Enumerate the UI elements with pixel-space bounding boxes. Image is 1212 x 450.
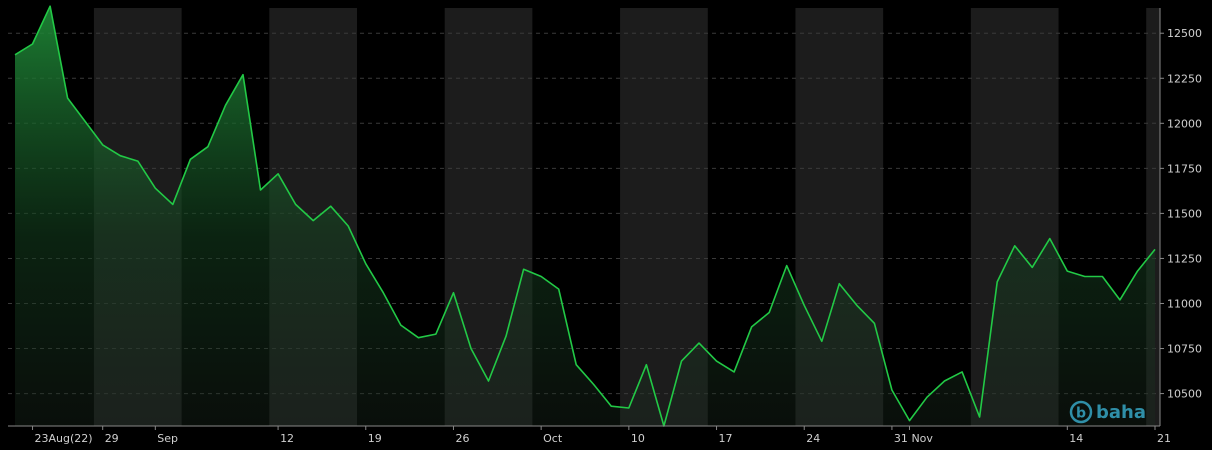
area-fill-layer bbox=[15, 6, 1155, 426]
y-axis: 10500 10750 11000 11250 11500 11750 12000 12250… bbox=[8, 8, 1202, 427]
baha-logo-text: baha bbox=[1096, 402, 1146, 423]
area-fill bbox=[15, 6, 1155, 426]
x-tick-label: 24 bbox=[806, 432, 820, 445]
baha-logo-circle bbox=[1069, 400, 1093, 424]
x-tick-label: 26 bbox=[455, 432, 469, 445]
baha-logo: b baha bbox=[1069, 400, 1146, 424]
series-line bbox=[14, 5, 1156, 427]
x-tick-label: 19 bbox=[368, 432, 382, 445]
y-tick-label: 12500 bbox=[1167, 27, 1202, 40]
y-tick-label: 10500 bbox=[1167, 388, 1202, 401]
y-tick-label: 10750 bbox=[1167, 343, 1202, 356]
line-layer bbox=[14, 5, 1156, 427]
baha-logo-mark: b bbox=[1076, 406, 1086, 422]
week-bands bbox=[8, 8, 1160, 426]
x-tick-label: 14 bbox=[1069, 432, 1083, 445]
x-axis: 23Aug(22) 29 Sep 12 19 26 Oct 10 17 24 31 Nov 14 21 bbox=[32, 426, 1171, 445]
y-tick-label: 11000 bbox=[1167, 297, 1202, 310]
x-tick-label: Oct bbox=[543, 432, 563, 445]
x-tick-label: 31 bbox=[894, 432, 908, 445]
x-tick-label: Nov bbox=[911, 432, 933, 445]
x-tick-label: 29 bbox=[105, 432, 119, 445]
x-tick-label: Sep bbox=[157, 432, 178, 445]
x-tick-label: 12 bbox=[280, 432, 294, 445]
y-tick-label: 12000 bbox=[1167, 117, 1202, 130]
x-tick-label: 17 bbox=[719, 432, 733, 445]
y-tick-label: 12250 bbox=[1167, 72, 1202, 85]
y-tick-label: 11500 bbox=[1167, 207, 1202, 220]
x-tick-label: 23Aug(22) bbox=[35, 432, 93, 445]
y-tick-label: 11750 bbox=[1167, 162, 1202, 175]
x-tick-label: 21 bbox=[1157, 432, 1171, 445]
x-tick-label: 10 bbox=[631, 432, 645, 445]
y-tick-label: 11250 bbox=[1167, 252, 1202, 265]
